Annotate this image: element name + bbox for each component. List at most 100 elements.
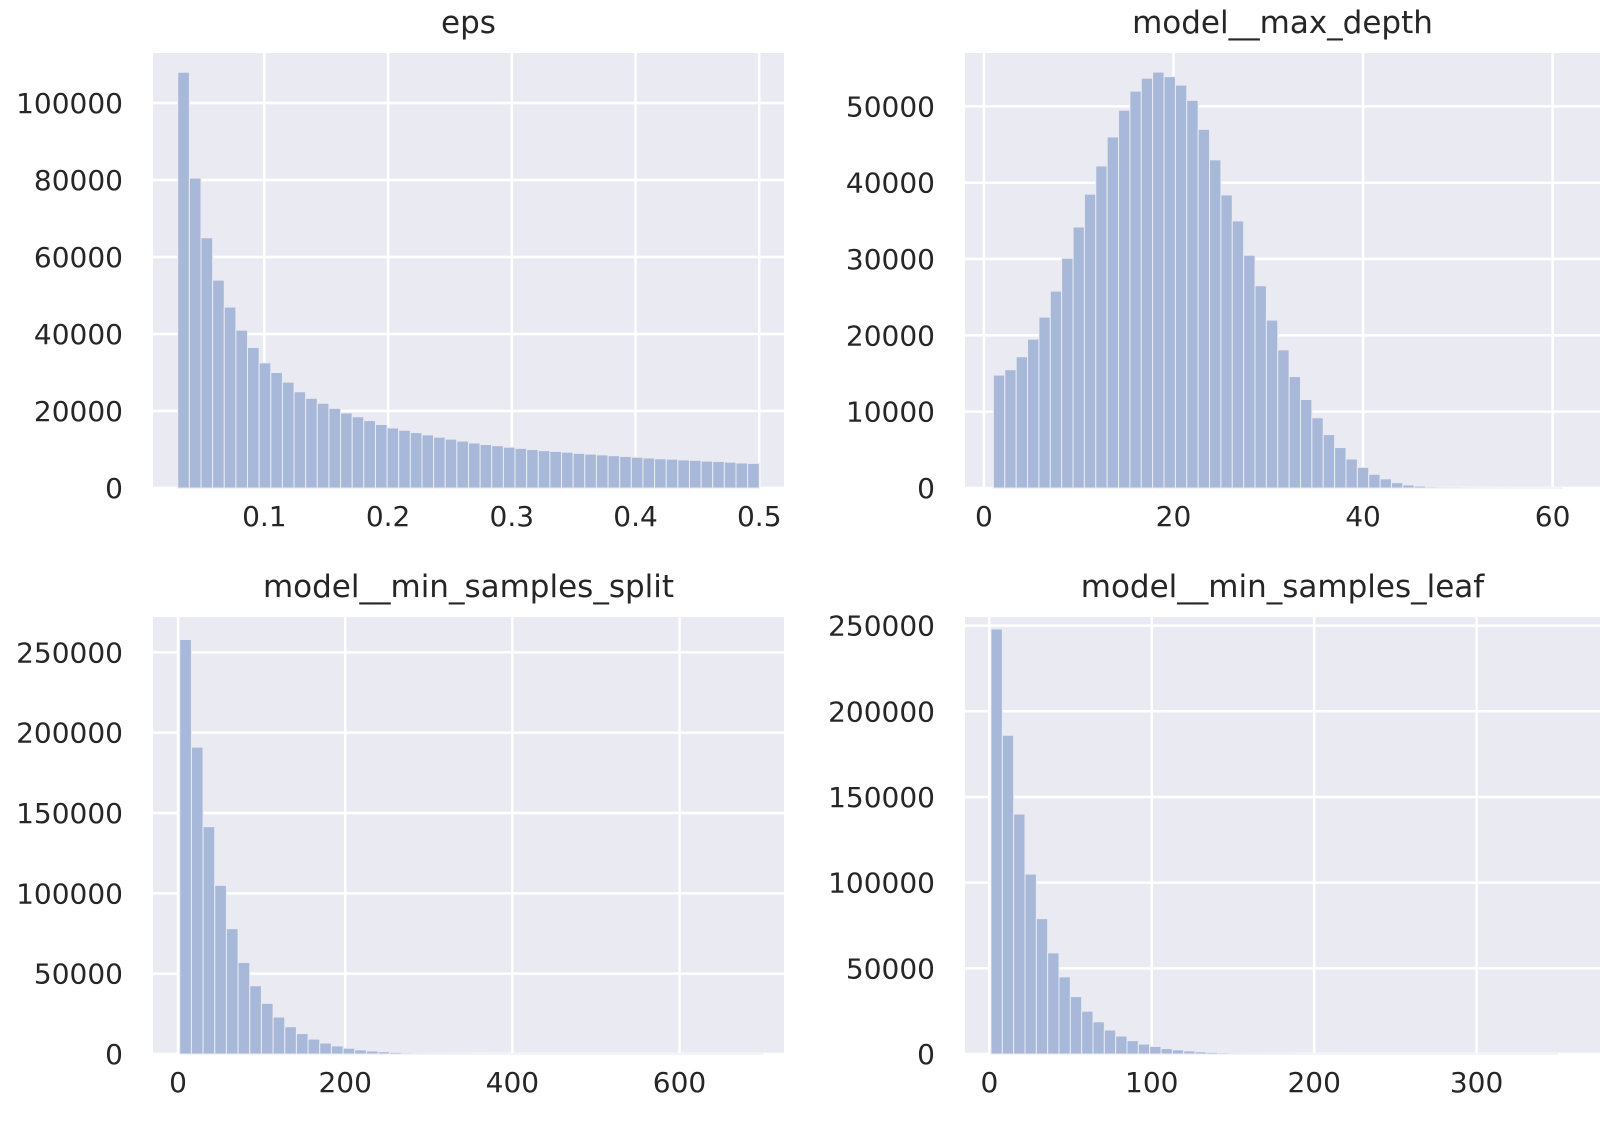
y-tick-label: 30000	[846, 243, 935, 276]
histogram-bar	[700, 460, 714, 489]
histogram-bar	[1277, 349, 1290, 489]
y-tick-label: 20000	[34, 395, 123, 428]
histogram-bar	[1228, 1052, 1241, 1055]
histogram-bar	[1209, 159, 1222, 489]
histogram-bar	[1049, 290, 1063, 489]
histogram-bar	[723, 461, 737, 489]
histogram-bar	[1345, 458, 1358, 489]
histogram-bar	[1174, 84, 1188, 489]
y-tick-label: 50000	[846, 90, 935, 123]
histogram-bar	[225, 928, 239, 1055]
x-tick-label: 0.3	[490, 500, 535, 533]
histogram-bar	[270, 372, 283, 489]
histogram-panel: model__max_depth 0 10000 20000 30000 40000 500…	[846, 5, 1600, 533]
histogram-bar	[1118, 109, 1131, 489]
histogram-bar	[212, 279, 225, 489]
histogram-bar	[1001, 734, 1015, 1055]
histogram-bar	[354, 1049, 367, 1055]
y-tick-label: 80000	[34, 164, 123, 197]
histogram-bar	[400, 1052, 414, 1055]
histogram-panel: eps 0 20000 40000 60000 80000 100000 0.1 0.2 0.3 0…	[16, 5, 784, 533]
histogram-bar	[293, 391, 307, 489]
y-tick-label: 20000	[846, 319, 935, 352]
histogram-bar	[249, 985, 262, 1055]
histogram-bar	[260, 1002, 274, 1055]
histogram-bar	[1197, 128, 1211, 489]
histogram-bar	[526, 449, 539, 489]
histogram-bar	[374, 423, 388, 489]
histogram-bar	[351, 416, 365, 489]
histogram-bar	[630, 456, 644, 489]
chart-title: model__min_samples_leaf	[1081, 569, 1486, 605]
histogram-bar	[188, 177, 202, 489]
histogram-bar	[247, 346, 260, 489]
histogram-bar	[223, 306, 237, 489]
histogram-panel: model__min_samples_leaf 0 50000 100000 15000…	[828, 569, 1600, 1099]
histogram-bar	[1379, 478, 1392, 489]
histogram-bar	[412, 1052, 426, 1055]
histogram-bar	[712, 460, 725, 489]
x-tick-label: 300	[1450, 1066, 1503, 1099]
histogram-bar	[607, 455, 621, 489]
histogram-bar	[1092, 1021, 1105, 1055]
histogram-bar	[1194, 1051, 1207, 1055]
x-tick-label: 20	[1156, 500, 1192, 533]
y-tick-label: 150000	[828, 781, 935, 814]
histogram-bar	[177, 71, 190, 489]
histogram-bar	[237, 961, 251, 1055]
y-tick-label: 0	[105, 472, 123, 505]
histogram-bar	[1024, 873, 1037, 1055]
histogram-bar	[295, 1033, 309, 1055]
histogram-bar	[1047, 952, 1060, 1055]
histogram-bar	[1334, 447, 1347, 489]
histogram-bar	[1095, 165, 1108, 489]
histogram-bar	[1300, 398, 1313, 489]
histogram-bar	[1217, 1052, 1230, 1055]
y-tick-label: 150000	[16, 797, 123, 830]
y-tick-label: 0	[105, 1038, 123, 1071]
histogram-bar	[479, 444, 493, 489]
histogram-bar	[1103, 1029, 1117, 1055]
histogram-bar	[491, 445, 504, 489]
y-tick-label: 100000	[16, 877, 123, 910]
histogram-bar	[1205, 1051, 1219, 1055]
histogram-bar	[992, 374, 1006, 489]
histogram-bar	[642, 457, 656, 489]
y-tick-label: 0	[917, 1038, 935, 1071]
y-tick-label: 40000	[846, 167, 935, 200]
histogram-bar	[990, 628, 1003, 1055]
histogram-bar	[1115, 1035, 1128, 1055]
x-tick-label: 400	[486, 1066, 539, 1099]
histogram-bar	[561, 451, 574, 489]
histogram-bar	[433, 436, 446, 489]
x-tick-label: 0.2	[366, 500, 411, 533]
histogram-bar	[688, 459, 702, 489]
histogram-bar	[1402, 484, 1415, 489]
histogram-bar	[537, 450, 551, 489]
histogram-bar	[409, 432, 423, 489]
histogram-bar	[214, 884, 227, 1055]
histogram-bar	[284, 1026, 297, 1055]
histogram-bar	[1137, 1043, 1151, 1055]
histogram-bar	[549, 450, 563, 489]
histogram-bar	[1390, 482, 1404, 489]
y-tick-label: 100000	[828, 867, 935, 900]
histogram-bar	[456, 440, 470, 489]
histogram-bar	[1254, 285, 1267, 489]
histogram-bar	[1356, 466, 1370, 489]
histogram-bar	[342, 1047, 356, 1055]
histogram-bar	[747, 462, 760, 489]
histogram-bar	[654, 458, 667, 489]
x-tick-label: 0.5	[737, 500, 782, 533]
histogram-bar	[1061, 257, 1074, 489]
x-tick-label: 0.1	[242, 500, 287, 533]
x-tick-label: 600	[653, 1066, 706, 1099]
histogram-bar	[389, 1051, 402, 1055]
y-tick-label: 50000	[34, 958, 123, 991]
histogram-bar	[584, 453, 597, 489]
y-tick-label: 40000	[34, 318, 123, 351]
histogram-bar	[1081, 1010, 1094, 1055]
histogram-bar	[1072, 226, 1085, 489]
chart-title: model__min_samples_split	[263, 569, 674, 605]
histogram-bar	[665, 458, 679, 489]
